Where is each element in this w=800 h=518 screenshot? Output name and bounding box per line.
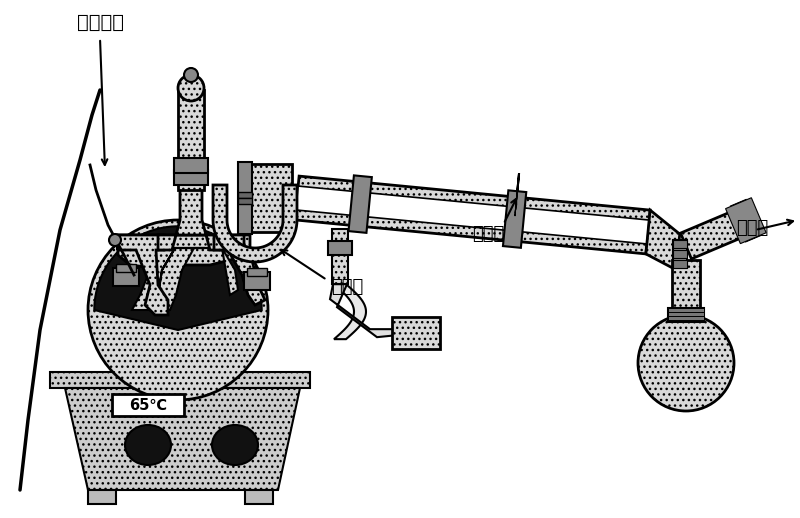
Polygon shape bbox=[737, 203, 755, 239]
Polygon shape bbox=[214, 235, 265, 305]
Polygon shape bbox=[515, 189, 518, 217]
Polygon shape bbox=[515, 193, 517, 216]
Bar bbox=[673, 250, 687, 258]
Bar bbox=[668, 312, 704, 316]
Bar bbox=[238, 162, 252, 234]
Bar bbox=[174, 158, 208, 173]
Polygon shape bbox=[330, 284, 427, 337]
Bar bbox=[113, 268, 139, 286]
Polygon shape bbox=[242, 164, 292, 232]
Polygon shape bbox=[646, 210, 680, 270]
Polygon shape bbox=[118, 235, 250, 268]
Circle shape bbox=[109, 234, 121, 246]
Polygon shape bbox=[50, 372, 310, 388]
Bar bbox=[247, 268, 267, 276]
Circle shape bbox=[178, 75, 204, 101]
Bar bbox=[328, 241, 352, 255]
Polygon shape bbox=[514, 174, 519, 225]
Text: 抽真空: 抽真空 bbox=[736, 219, 768, 237]
Bar bbox=[673, 260, 687, 268]
Polygon shape bbox=[731, 200, 761, 241]
Text: 冷凝水: 冷凝水 bbox=[472, 225, 505, 243]
Polygon shape bbox=[158, 185, 224, 250]
Polygon shape bbox=[118, 235, 168, 315]
Text: 65℃: 65℃ bbox=[129, 397, 167, 412]
Polygon shape bbox=[731, 200, 761, 241]
Polygon shape bbox=[334, 284, 366, 339]
Bar bbox=[672, 260, 700, 315]
Polygon shape bbox=[213, 185, 297, 262]
Polygon shape bbox=[392, 317, 440, 349]
Bar bbox=[174, 170, 208, 185]
Polygon shape bbox=[332, 229, 348, 284]
Ellipse shape bbox=[125, 425, 171, 465]
Text: 冷凝水: 冷凝水 bbox=[331, 278, 363, 296]
Polygon shape bbox=[65, 388, 300, 490]
Polygon shape bbox=[503, 190, 526, 248]
Bar bbox=[244, 272, 270, 290]
Bar bbox=[668, 308, 704, 322]
Polygon shape bbox=[120, 248, 238, 310]
Bar bbox=[88, 490, 116, 504]
Bar bbox=[668, 308, 704, 312]
Polygon shape bbox=[726, 198, 766, 243]
Bar bbox=[178, 90, 204, 190]
Polygon shape bbox=[515, 190, 518, 213]
Circle shape bbox=[184, 68, 198, 82]
Circle shape bbox=[638, 315, 734, 411]
Bar bbox=[112, 394, 184, 416]
Polygon shape bbox=[295, 176, 650, 254]
Bar bbox=[116, 264, 136, 272]
Bar bbox=[238, 192, 252, 198]
Bar bbox=[668, 316, 704, 320]
Text: 控温探头: 控温探头 bbox=[77, 12, 123, 32]
Polygon shape bbox=[681, 208, 751, 259]
Bar bbox=[673, 240, 687, 248]
Polygon shape bbox=[349, 176, 372, 233]
Polygon shape bbox=[515, 187, 518, 210]
Polygon shape bbox=[94, 226, 262, 330]
Ellipse shape bbox=[212, 425, 258, 465]
Bar bbox=[245, 490, 273, 504]
Circle shape bbox=[88, 220, 268, 400]
Bar bbox=[673, 240, 687, 268]
Bar bbox=[238, 198, 252, 204]
Polygon shape bbox=[296, 186, 649, 244]
